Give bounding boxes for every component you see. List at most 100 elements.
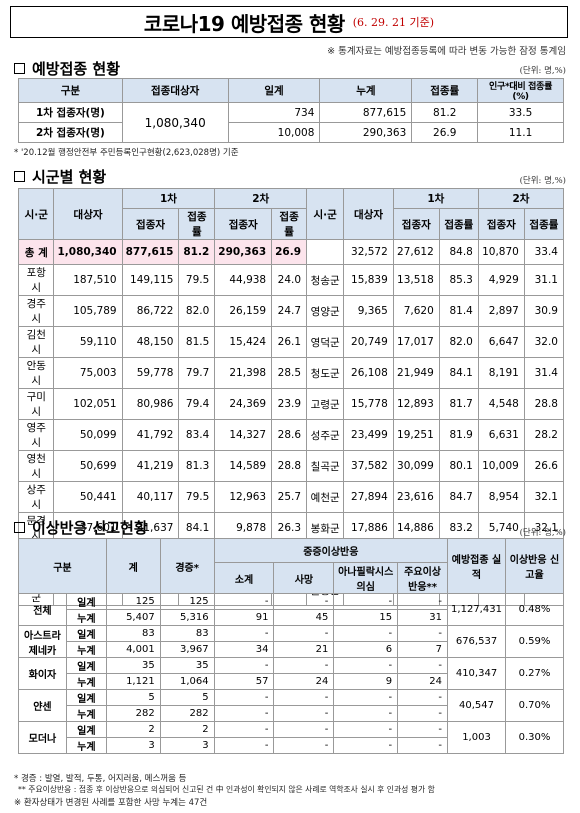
region-value: 187,510: [53, 264, 123, 296]
table-row: 얀센 일계 5 5- - - -40,547 0.70%: [18, 689, 564, 722]
vaccinated-count: 1,127,431: [447, 593, 506, 626]
th-target: 대상자: [343, 188, 394, 240]
th-death: 사망: [273, 562, 335, 594]
row-label: 2차 접종자(명): [18, 122, 123, 143]
reaction-value: -: [213, 657, 275, 674]
reaction-value: -: [333, 689, 399, 706]
reaction-value: -: [273, 737, 335, 754]
dose1-pop-rate: 33.5: [477, 102, 564, 123]
reaction-value: 3: [105, 737, 161, 754]
row-type: 일계: [65, 625, 107, 642]
region-name: [306, 239, 345, 265]
region-value: 50,441: [53, 481, 123, 513]
th-target: 대상자: [53, 188, 123, 240]
region-value: 877,615: [121, 239, 180, 265]
region-name: 경주시: [17, 295, 55, 327]
reaction-value: 24: [273, 673, 335, 690]
region-value: 10,009: [477, 450, 525, 482]
region-value: 26.6: [523, 450, 565, 482]
region-value: 31.4: [523, 357, 565, 389]
row-type: 일계: [65, 689, 107, 706]
region-value: 86,722: [121, 295, 180, 327]
region-value: 83.4: [178, 419, 216, 451]
reaction-value: 6: [333, 641, 399, 658]
reaction-value: -: [213, 705, 275, 722]
region-value: 31.1: [523, 264, 565, 296]
vaccinated-count: 40,547: [447, 689, 506, 722]
region-value: 23,616: [392, 481, 440, 513]
th-daily: 일계: [227, 78, 321, 103]
th-major: 주요이상 반응**: [397, 562, 449, 594]
reaction-value: -: [397, 657, 449, 674]
reaction-value: -: [397, 737, 449, 754]
region-value: 82.0: [438, 326, 479, 358]
reaction-value: 9: [333, 673, 399, 690]
report-rate: 0.27%: [505, 657, 564, 690]
region-value: 80.1: [438, 450, 479, 482]
region-value: 59,778: [121, 357, 180, 389]
region-value: 81.4: [438, 295, 479, 327]
vaccine-name: 모더나: [18, 721, 67, 754]
table-row: 경주시 105,789 86,722 82.0 26,159 24.7 영양군 9,365 7,…: [17, 295, 565, 327]
region-value: 28.8: [271, 450, 308, 482]
reaction-value: 83: [105, 625, 161, 642]
region-value: 14,589: [214, 450, 273, 482]
th-dose2: 2차: [477, 188, 565, 209]
region-name: 구미시: [17, 388, 55, 420]
region-value: 33.4: [523, 239, 565, 265]
reaction-value: -: [213, 593, 275, 610]
region-value: 41,792: [121, 419, 180, 451]
reaction-value: 5: [159, 689, 215, 706]
page-title-box: 코로나19 예방접종 현황 (6. 29. 21 기준): [10, 6, 568, 38]
reaction-value: 21: [273, 641, 335, 658]
th-subtotal: 소계: [213, 562, 275, 594]
region-value: 26.1: [271, 326, 308, 358]
region-value: 4,929: [477, 264, 525, 296]
region-value: 48,150: [121, 326, 180, 358]
region-value: 32.1: [523, 481, 565, 513]
vaccine-name: 화이자: [18, 657, 67, 690]
region-value: 32.0: [523, 326, 565, 358]
reaction-value: 2: [159, 721, 215, 738]
th-category: 구분: [18, 538, 107, 594]
region-value: 26.9: [271, 239, 308, 265]
reaction-value: -: [333, 657, 399, 674]
region-value: 290,363: [214, 239, 273, 265]
region-value: 28.6: [271, 419, 308, 451]
table-row: 누계 282 282- - - -: [19, 705, 564, 722]
reaction-value: -: [333, 705, 399, 722]
region-value: 28.8: [523, 388, 565, 420]
report-rate: 0.70%: [505, 689, 564, 722]
section2-title: 시군별 현황: [14, 166, 106, 187]
region-value: 82.0: [178, 295, 216, 327]
region-value: 21,949: [392, 357, 440, 389]
region-name: 영주시: [17, 419, 55, 451]
reaction-value: 35: [159, 657, 215, 674]
dose1-daily: 734: [227, 102, 321, 123]
reaction-value: -: [333, 721, 399, 738]
th-category: 구분: [18, 78, 123, 103]
region-name: 예천군: [306, 481, 345, 513]
th-anaphylaxis: 아나필락시스 의심: [333, 562, 399, 594]
region-value: 79.5: [178, 481, 216, 513]
region-value: 102,051: [53, 388, 123, 420]
reaction-value: -: [333, 737, 399, 754]
region-value: 4,548: [477, 388, 525, 420]
th-target: 접종대상자: [121, 78, 229, 103]
region-value: 14,327: [214, 419, 273, 451]
table-row: 포항시 187,510 149,115 79.5 44,938 24.0 청송군 15,839…: [17, 264, 565, 296]
dose1-rate: 81.2: [411, 102, 479, 123]
region-value: 81.3: [178, 450, 216, 482]
reaction-value: -: [213, 625, 275, 642]
table-row: 김천시 59,110 48,150 81.5 15,424 26.1 영덕군 20,749 17…: [17, 326, 565, 358]
table-row: 영주시 50,099 41,792 83.4 14,327 28.6 성주군 23,499 19…: [17, 419, 565, 451]
section3-unit: (단위: 명,%): [519, 528, 566, 538]
row-type: 일계: [65, 657, 107, 674]
section3-title: 이상반응 신고현황: [14, 517, 148, 538]
region-value: 1,080,340: [53, 239, 123, 265]
page-title: 코로나19 예방접종 현황: [143, 11, 345, 36]
table-row: 모더나 일계 2 2- - - -1,003 0.30%: [18, 721, 564, 754]
region-value: 23.9: [271, 388, 308, 420]
reaction-value: 5,316: [159, 609, 215, 626]
vaccine-name: 전체: [18, 593, 67, 626]
